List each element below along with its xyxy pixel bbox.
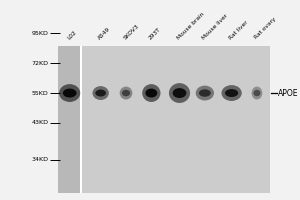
- Ellipse shape: [221, 85, 242, 101]
- Text: A549: A549: [97, 26, 111, 40]
- Text: 293T: 293T: [148, 26, 162, 40]
- Ellipse shape: [120, 87, 132, 100]
- Ellipse shape: [169, 83, 190, 103]
- Ellipse shape: [225, 89, 238, 97]
- Text: L02: L02: [66, 29, 77, 40]
- FancyBboxPatch shape: [80, 46, 82, 193]
- Ellipse shape: [59, 84, 80, 102]
- Text: SKOV3: SKOV3: [122, 23, 140, 40]
- Ellipse shape: [199, 89, 211, 97]
- Text: APOE: APOE: [278, 89, 298, 98]
- Text: Mouse liver: Mouse liver: [201, 13, 229, 40]
- Ellipse shape: [92, 86, 109, 100]
- Ellipse shape: [142, 84, 160, 102]
- FancyBboxPatch shape: [81, 46, 270, 193]
- Text: 34KD: 34KD: [32, 157, 49, 162]
- Text: 95KD: 95KD: [32, 31, 49, 36]
- Ellipse shape: [254, 90, 260, 96]
- Ellipse shape: [95, 90, 106, 97]
- Ellipse shape: [172, 88, 186, 98]
- Text: 55KD: 55KD: [32, 91, 49, 96]
- Ellipse shape: [252, 87, 262, 100]
- Ellipse shape: [63, 89, 76, 98]
- Text: Rat ovary: Rat ovary: [254, 17, 277, 40]
- Text: 72KD: 72KD: [32, 61, 49, 66]
- Ellipse shape: [122, 90, 130, 96]
- Ellipse shape: [196, 86, 214, 100]
- Text: Rat liver: Rat liver: [228, 19, 249, 40]
- Text: 43KD: 43KD: [32, 120, 49, 125]
- FancyBboxPatch shape: [58, 46, 81, 193]
- Text: Mouse brain: Mouse brain: [176, 11, 205, 40]
- Ellipse shape: [146, 89, 157, 98]
